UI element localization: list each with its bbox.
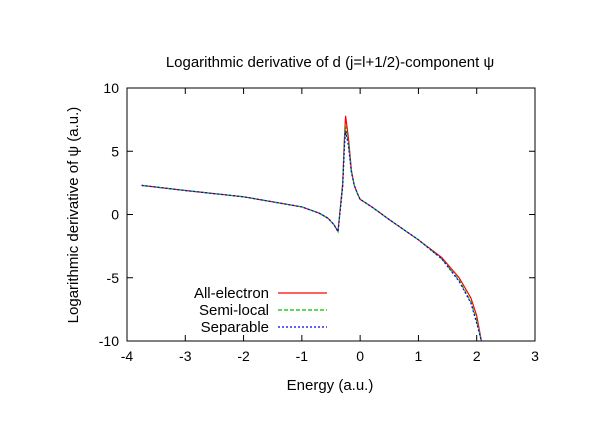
x-tick-label: 0 — [356, 348, 364, 364]
series-line-separable — [141, 130, 482, 342]
x-tick-label: -4 — [121, 348, 134, 364]
legend-label: All-electron — [194, 285, 269, 302]
legend-label: Separable — [201, 319, 269, 336]
plot-frame — [126, 87, 536, 342]
y-tick-label: 5 — [111, 143, 119, 159]
series-layer — [141, 115, 482, 342]
x-tick-label: -1 — [296, 348, 309, 364]
x-tick-label: 1 — [415, 348, 423, 364]
legend-label: Semi-local — [199, 302, 269, 319]
chart-title: Logarithmic derivative of d (j=l+1/2)-co… — [166, 54, 494, 71]
y-tick-label: -10 — [99, 333, 119, 349]
y-tick-label: 10 — [103, 80, 119, 96]
y-tick-label: -5 — [107, 270, 120, 286]
series-line-all-electron — [141, 115, 482, 342]
y-tick-label: 0 — [111, 207, 119, 223]
series-line-semi-local — [141, 125, 482, 342]
x-axis-label: Energy (a.u.) — [287, 377, 374, 394]
x-tick-label: 3 — [531, 348, 539, 364]
x-tick-label: -2 — [237, 348, 250, 364]
x-tick-label: -3 — [179, 348, 192, 364]
y-axis-label: Logarithmic derivative of ψ (a.u.) — [65, 107, 82, 324]
x-tick-label: 2 — [473, 348, 481, 364]
